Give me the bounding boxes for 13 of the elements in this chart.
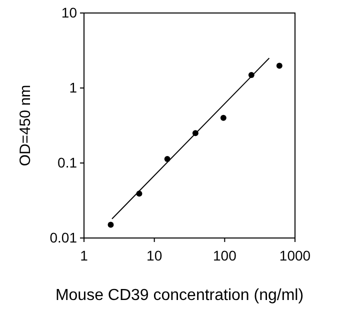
point <box>220 114 226 121</box>
y-tick-label: 0.01 <box>50 229 78 246</box>
x-tick-label: 100 <box>212 247 237 264</box>
y-tick-label: 10 <box>61 4 78 20</box>
y-axis-title: OD=450 nm <box>17 84 34 166</box>
x-tick-label: 10 <box>146 247 162 264</box>
y-tick-label: 0.1 <box>58 154 78 170</box>
point <box>276 62 282 69</box>
x-axis-title: Mouse CD39 concentration (ng/ml) <box>55 287 304 304</box>
point <box>108 222 114 228</box>
y-tick-label: 1 <box>69 79 78 96</box>
x-tick-label: 1 <box>80 247 88 264</box>
x-tick-label: 1000 <box>279 247 311 264</box>
